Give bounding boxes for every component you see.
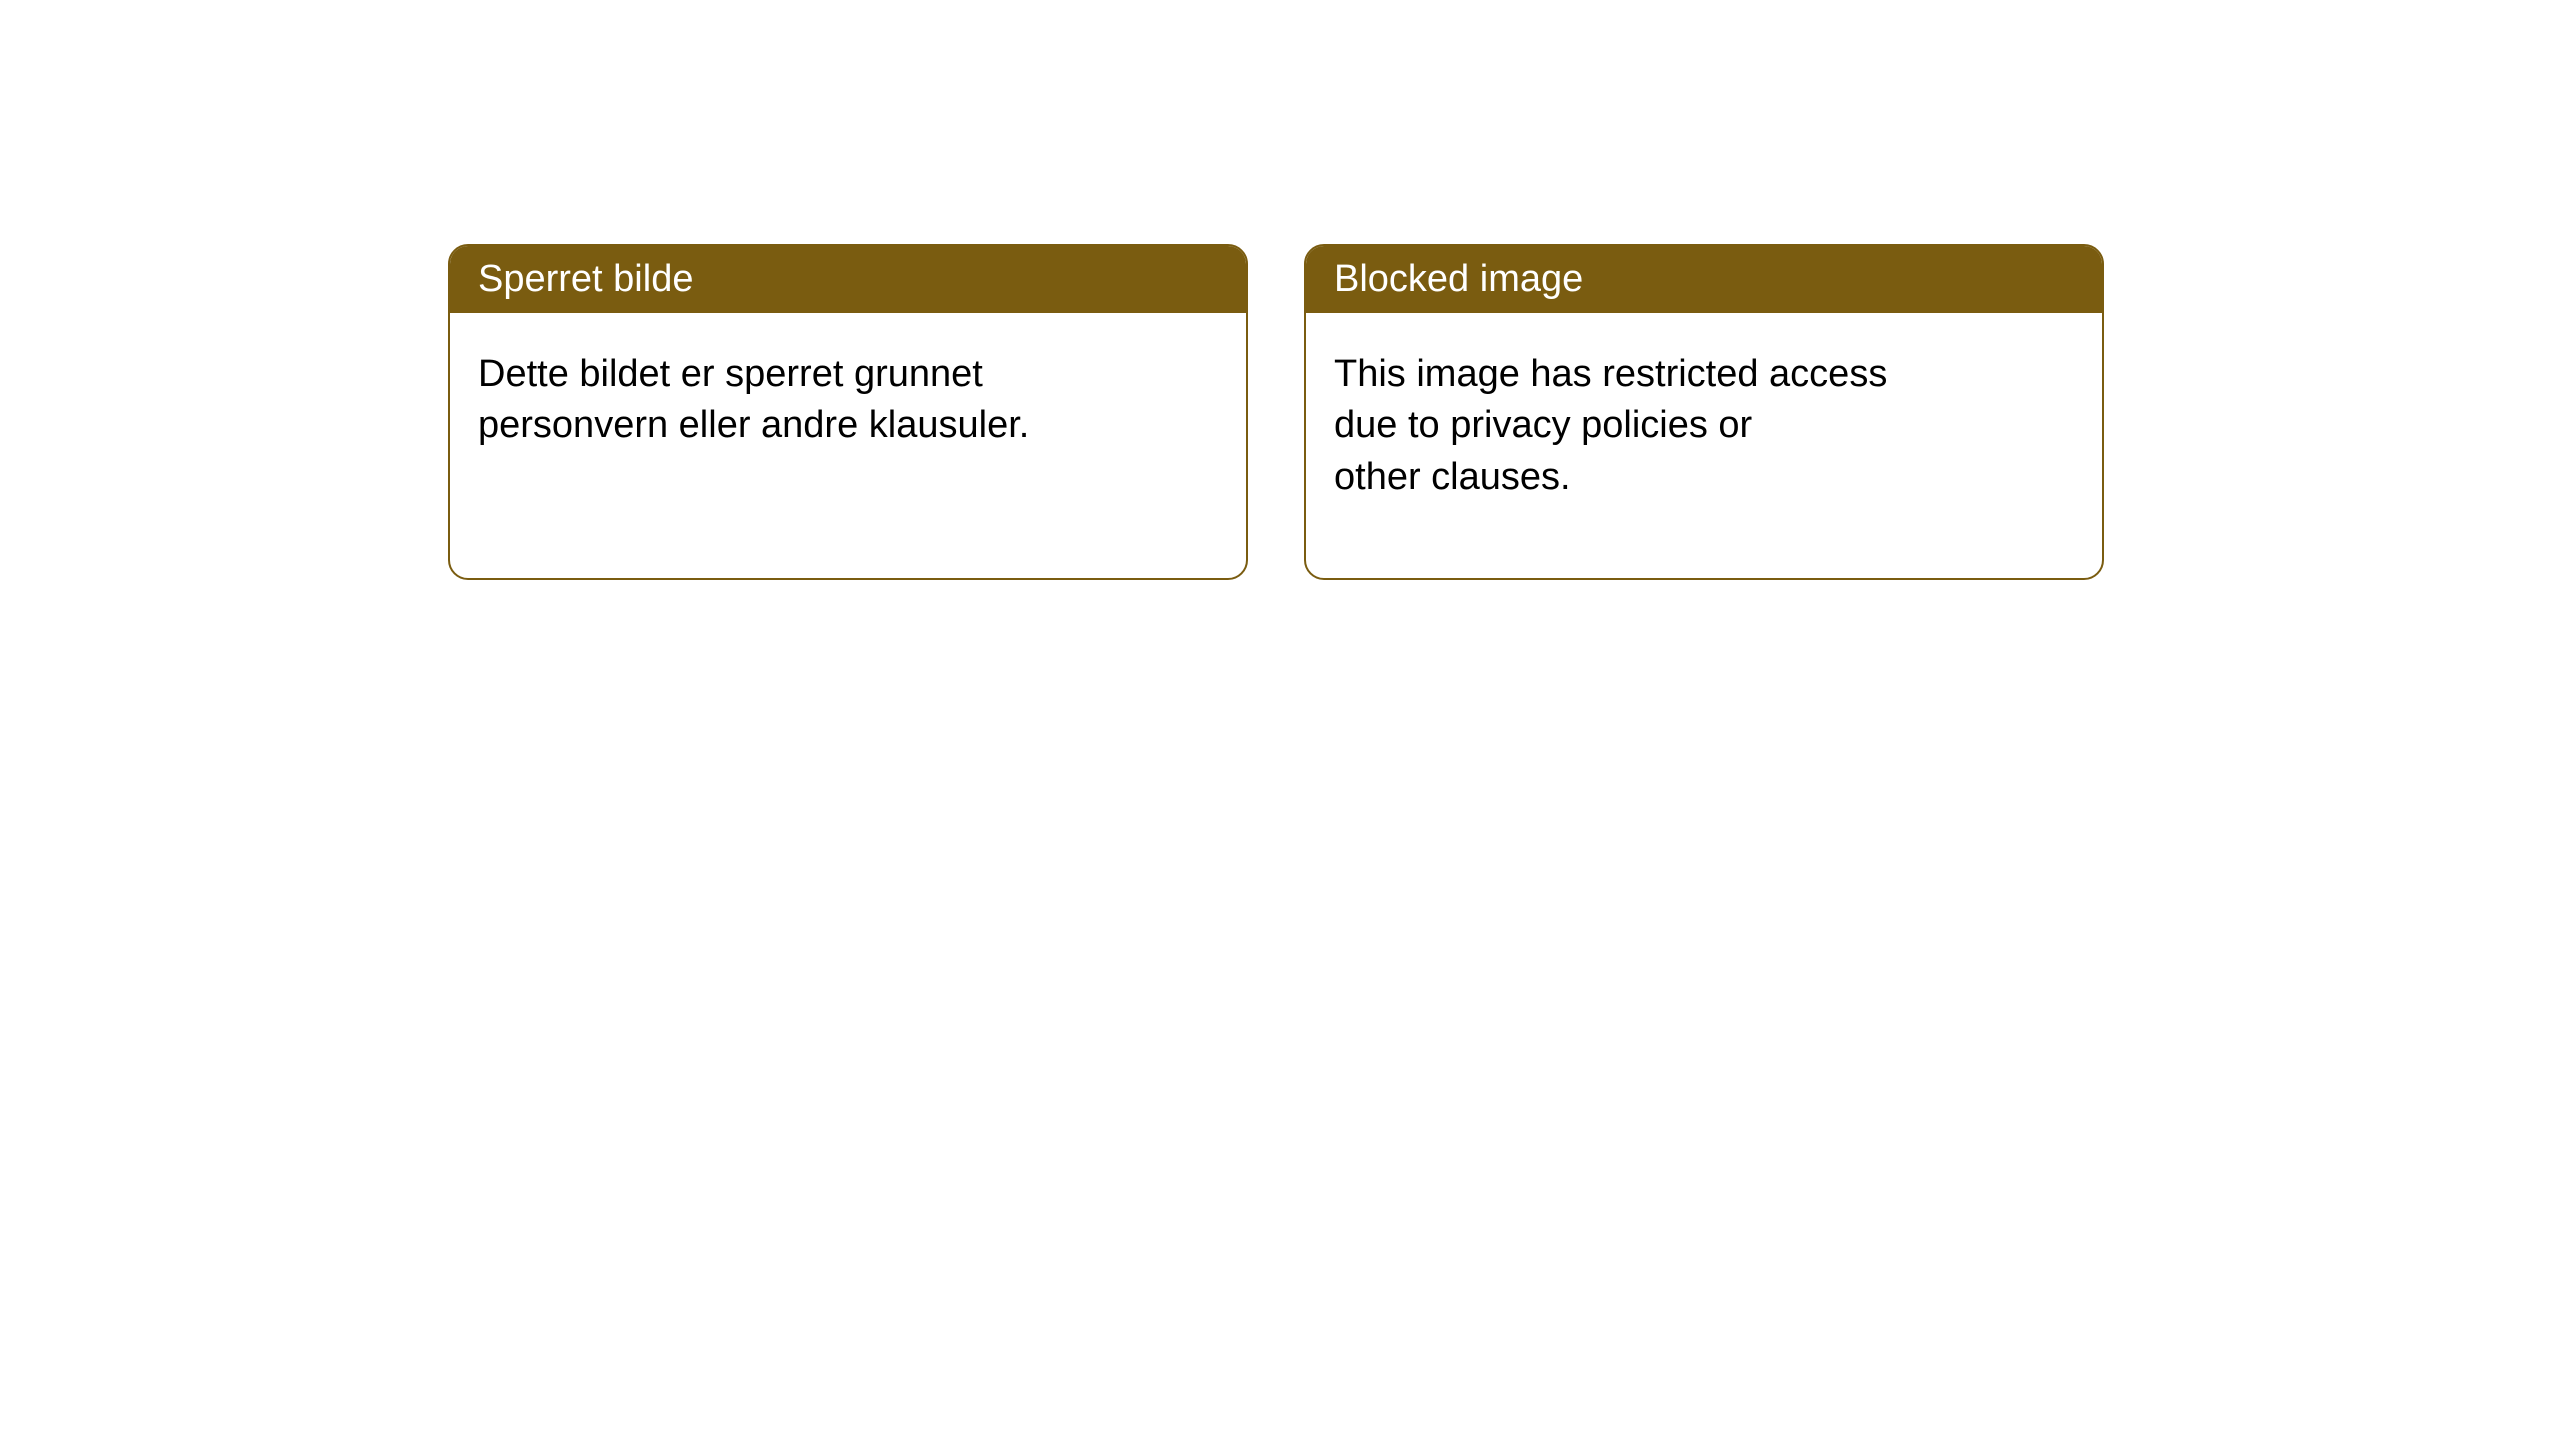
notice-container: Sperret bilde Dette bildet er sperret gr…	[0, 0, 2560, 580]
notice-card-norwegian: Sperret bilde Dette bildet er sperret gr…	[448, 244, 1248, 580]
notice-body-english: This image has restricted access due to …	[1306, 313, 2102, 539]
notice-body-norwegian: Dette bildet er sperret grunnet personve…	[450, 313, 1246, 488]
notice-header-english: Blocked image	[1306, 246, 2102, 313]
notice-header-norwegian: Sperret bilde	[450, 246, 1246, 313]
notice-card-english: Blocked image This image has restricted …	[1304, 244, 2104, 580]
